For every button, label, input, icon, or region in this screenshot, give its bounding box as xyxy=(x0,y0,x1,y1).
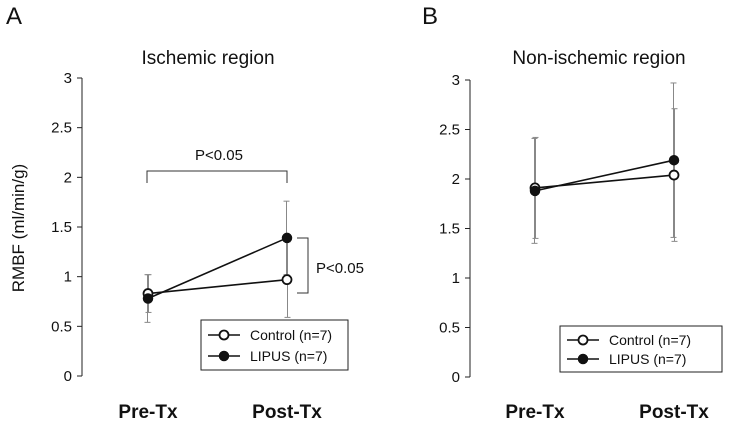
panel-a-y-axis-label: RMBF (ml/min/g) xyxy=(9,164,28,292)
panel-a-y-tick-label: 0.5 xyxy=(51,318,72,335)
panel-b-letter: B xyxy=(422,3,438,30)
panel-a-horizontal-bracket xyxy=(146,170,288,183)
panel-a-vertical-bracket xyxy=(297,237,309,294)
panel-b-plot-area xyxy=(529,82,680,244)
panel-b-legend-lipus-marker xyxy=(577,353,589,365)
panel-a-y-tick-label: 3 xyxy=(64,70,72,87)
panel-a-lipus-point-pre xyxy=(142,293,154,304)
panel-a-legend-box xyxy=(200,319,349,371)
panel-a-legend-lipus-marker xyxy=(218,350,230,362)
panel-b-y-tick-label: 3 xyxy=(452,72,460,89)
panel-a-y-tick-label: 2.5 xyxy=(51,120,72,137)
panel-a-letter: A xyxy=(6,3,22,30)
panel-b-control-point-post xyxy=(668,169,680,181)
panel-b-y-tick-label: 2 xyxy=(452,171,460,188)
panel-a-control-series-line xyxy=(147,278,288,295)
panel-a-vertical-bracket-label: P<0.05 xyxy=(316,260,364,277)
panel-b-y-ticks: 0 0.5 1 1.5 2 2.5 3 xyxy=(439,72,470,386)
panel-a-y-tick-label: 1 xyxy=(64,269,72,286)
panel-b-y-tick-label: 1 xyxy=(452,270,460,287)
panel-a-legend-lipus-label: LIPUS (n=7) xyxy=(250,348,327,364)
panel-b-legend-box xyxy=(559,325,723,373)
panel-a-y-ticks: 0 0.5 1 1.5 2 2.5 3 xyxy=(51,70,82,385)
panel-b-legend-lipus-label: LIPUS (n=7) xyxy=(609,351,686,367)
panel-a-y-tick-label: 0 xyxy=(64,368,72,385)
panel-a-plot-area xyxy=(142,200,293,323)
panel-b-lipus-series-line xyxy=(534,159,675,192)
panel-a-y-tick-label: 1.5 xyxy=(51,219,72,236)
panel-b: B Non-ischemic region 0 0.5 1 1.5 2 2.5 3 Pre-… xyxy=(422,3,723,423)
panel-b-x-tick-pre: Pre-Tx xyxy=(505,402,565,423)
panel-b-lipus-point-post xyxy=(668,154,680,166)
panel-a-horizontal-bracket-label: P<0.05 xyxy=(195,147,243,164)
panel-a-legend-control-marker xyxy=(218,329,230,341)
panel-a-y-tick-label: 2 xyxy=(64,169,72,186)
panel-b-lipus-point-pre xyxy=(529,185,541,197)
panel-b-y-tick-label: 1.5 xyxy=(439,221,460,238)
panel-b-legend: Control (n=7) LIPUS (n=7) xyxy=(559,325,723,373)
panel-b-y-tick-label: 0.5 xyxy=(439,320,460,337)
panel-b-title: Non-ischemic region xyxy=(512,48,685,69)
panel-a-legend-control-label: Control (n=7) xyxy=(250,327,332,343)
panel-a-x-tick-post: Post-Tx xyxy=(252,402,322,423)
panel-a-lipus-series-line xyxy=(147,237,288,300)
panel-b-legend-control-label: Control (n=7) xyxy=(609,332,691,348)
panel-a-lipus-point-post xyxy=(281,232,293,244)
panel-a-legend: Control (n=7) LIPUS (n=7) xyxy=(200,319,349,371)
panel-b-y-tick-label: 0 xyxy=(452,369,460,386)
panel-b-y-tick-label: 2.5 xyxy=(439,122,460,139)
panel-a-x-tick-pre: Pre-Tx xyxy=(118,402,178,423)
panel-b-legend-control-marker xyxy=(577,334,589,346)
panel-a-title: Ischemic region xyxy=(141,48,274,69)
panel-a: A Ischemic region RMBF (ml/min/g) 0 0.5 1 1… xyxy=(6,3,364,423)
panel-b-x-tick-post: Post-Tx xyxy=(639,402,709,423)
panel-a-control-point-post xyxy=(281,274,293,286)
